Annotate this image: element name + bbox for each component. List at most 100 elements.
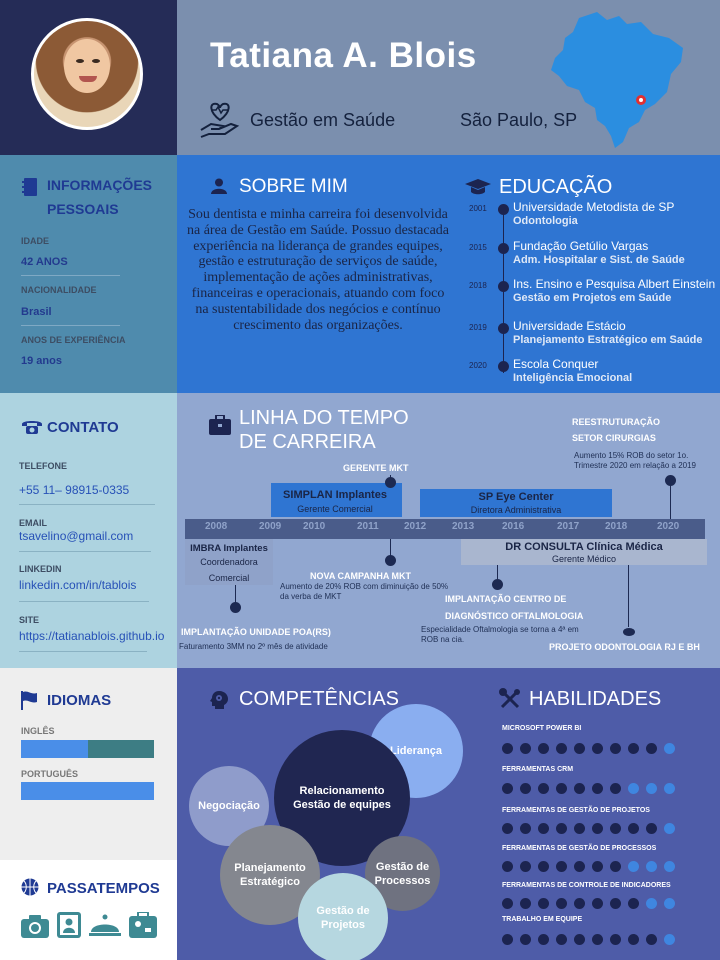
competency-text: Gestão de (316, 905, 370, 917)
flag-icon (21, 691, 37, 710)
education-course: Inteligência Emocional (513, 372, 633, 384)
skill-rating-dots (502, 741, 682, 759)
event-marker (665, 475, 676, 486)
person-icon (211, 178, 227, 194)
skill-dot-filled (520, 783, 531, 794)
skill-label: FERRAMENTAS DE CONTROLE DE INDICADORES (502, 882, 671, 889)
timeline-year: 2013 (452, 521, 475, 532)
event-description: ROB na cia. (421, 635, 465, 644)
event-nova-campanha: NOVA CAMPANHA MKT (310, 571, 411, 581)
skill-dot-filled (628, 743, 639, 754)
job-bar-drconsulta (461, 539, 707, 565)
competency-text: Liderança (390, 745, 442, 757)
timeline-year: 2008 (205, 521, 228, 532)
skill-dot-filled (610, 823, 621, 834)
skill-dot-empty (646, 861, 657, 872)
skill-rating-dots (502, 932, 682, 950)
job-role: Coordenadora (200, 557, 258, 567)
language-name: PORTUGUÊS (21, 769, 79, 779)
competency-text: Estratégico (240, 876, 300, 888)
briefcase-icon (209, 415, 231, 435)
skill-dot-empty (628, 783, 639, 794)
education-school: Escola Conquer (513, 357, 599, 371)
contact-label-site: SITE (19, 615, 40, 625)
education-course: Planejamento Estratégico em Saúde (513, 334, 703, 346)
contact-linkedin-link[interactable]: linkedin.com/in/tablois (19, 578, 137, 592)
competency-text: Gestão de (375, 860, 430, 873)
education-timeline-dot (498, 243, 509, 254)
skill-label: MICROSOFT POWER BI (502, 725, 582, 732)
event-description: Trimestre 2020 em relação a 2019 (574, 461, 696, 470)
job-role: Comercial (208, 573, 250, 583)
contact-email-link[interactable]: tsavelino@gmail.com (19, 529, 134, 543)
education-timeline-dot (498, 204, 509, 215)
skill-label: FERRAMENTAS DE GESTÃO DE PROCESSOS (502, 845, 657, 852)
languages-title: IDIOMAS (47, 692, 112, 709)
divider (19, 504, 155, 505)
event-marker (623, 628, 635, 636)
event-oftalmologia: IMPLANTAÇÃO CENTRO DE (445, 594, 567, 604)
competency-text: Projetos (320, 919, 365, 931)
language-name: INGLÊS (21, 726, 55, 736)
skill-dot-filled (610, 783, 621, 794)
timeline-title-line1: LINHA DO TEMPO (239, 407, 409, 429)
education-year: 2019 (469, 323, 487, 332)
timeline-year: 2020 (657, 521, 680, 532)
skill-dot-filled (574, 861, 585, 872)
skill-dot-filled (538, 743, 549, 754)
contact-title: CONTATO (47, 419, 119, 436)
timeline-year: 2016 (502, 521, 525, 532)
event-reestruturacao: SETOR CIRURGIAS (572, 433, 656, 443)
graduation-cap-icon (465, 179, 491, 195)
language-bar-english (21, 740, 154, 758)
skill-dot-filled (502, 823, 513, 834)
skill-dot-filled (556, 934, 567, 945)
skill-dot-filled (502, 783, 513, 794)
language-level-fill (21, 782, 154, 800)
header-panel (177, 0, 720, 155)
skill-dot-filled (592, 934, 603, 945)
skill-dot-filled (538, 823, 549, 834)
contact-panel: CONTATO TELEFONE +55 11– 98915-0335 EMAI… (0, 393, 177, 668)
skill-dot-empty (664, 743, 675, 754)
language-level-fill (21, 740, 88, 758)
skill-label: TRABALHO EM EQUIPE (502, 916, 583, 923)
skill-dot-empty (664, 934, 675, 945)
skill-dot-filled (628, 898, 639, 909)
skill-dot-filled (592, 783, 603, 794)
job-role: Diretora Administrativa (470, 505, 562, 515)
education-school: Ins. Ensino e Pesquisa Albert Einstein (513, 277, 716, 291)
timeline-year: 2017 (557, 521, 580, 532)
timeline-title-line2: DE CARREIRA (239, 431, 376, 453)
competencies-title: COMPETÊNCIAS (239, 688, 400, 710)
event-reestruturacao: REESTRUTURAÇÃO (572, 417, 661, 427)
info-value-age: 42 ANOS (21, 256, 68, 268)
travel-bag-icon (129, 912, 157, 938)
job-bar-imbra (185, 539, 273, 585)
event-marker (385, 555, 396, 566)
info-label-experience: ANOS DE EXPERIÊNCIA (21, 335, 126, 345)
education-course: Adm. Hospitalar e Sist. de Saúde (513, 254, 685, 266)
profile-location: São Paulo, SP (460, 110, 578, 130)
skill-rating-dots (502, 859, 682, 877)
job-company: DR CONSULTA Clínica Médica (505, 541, 663, 553)
contact-phone[interactable]: +55 11– 98915-0335 (19, 483, 130, 497)
skill-dot-filled (502, 934, 513, 945)
event-marker (230, 602, 241, 613)
skill-dot-filled (592, 861, 603, 872)
skill-dot-filled (610, 861, 621, 872)
competency-bubble: Negociação (189, 766, 269, 846)
skill-dot-filled (520, 861, 531, 872)
info-label-nationality: NACIONALIDADE (21, 285, 97, 295)
event-oftalmologia: DIAGNÓSTICO OFTALMOLOGIA (445, 611, 584, 621)
competency-text: Gestão de equipes (293, 799, 391, 811)
skill-dot-filled (574, 743, 585, 754)
contact-label-linkedin: LINKEDIN (19, 564, 62, 574)
skill-dot-filled (538, 934, 549, 945)
contact-site-link[interactable]: https://tatianablois.github.io (19, 629, 165, 643)
event-connector (497, 565, 498, 579)
camera-icon (21, 915, 49, 938)
job-role: Gerente Médico (551, 554, 617, 564)
education-timeline-dot (498, 323, 509, 334)
competency-bubble: Gestão de Processos (365, 836, 440, 911)
